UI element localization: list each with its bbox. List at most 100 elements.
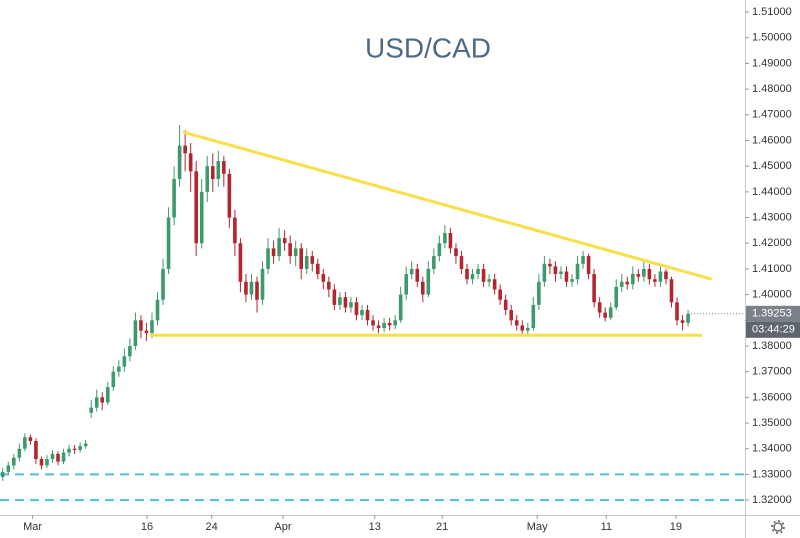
candle-body <box>675 302 679 321</box>
candle-body <box>365 310 370 321</box>
candle-body <box>0 471 5 477</box>
candle-body <box>50 453 55 460</box>
candle-body <box>188 153 193 172</box>
candle-body <box>34 441 38 460</box>
y-tick-label: 1.37000 <box>752 366 792 378</box>
candle-body <box>432 256 436 269</box>
candle-body <box>669 279 674 303</box>
candle-body <box>166 217 171 269</box>
candle-body <box>454 248 458 257</box>
x-tick-label: 19 <box>670 521 682 533</box>
candle-body <box>443 232 447 244</box>
price-box <box>746 305 800 322</box>
candle-body <box>614 286 619 308</box>
candle-body <box>6 465 11 472</box>
candle-body <box>23 437 27 449</box>
y-tick-label: 1.35000 <box>752 417 792 429</box>
candle-body <box>128 345 132 357</box>
candle-body <box>56 453 60 462</box>
candle-body <box>498 289 502 300</box>
candle-body <box>575 263 580 280</box>
x-tick-label: 24 <box>206 521 218 533</box>
candle-body <box>647 268 652 280</box>
candle-body <box>426 268 431 295</box>
candle-body <box>222 161 226 174</box>
candle-body <box>227 173 232 218</box>
candle-body <box>172 179 176 218</box>
y-tick-label: 1.40000 <box>752 289 792 301</box>
trend-line <box>182 130 713 281</box>
x-tick-label: 13 <box>369 521 381 533</box>
candle-body <box>625 281 630 285</box>
candle-body <box>199 191 204 244</box>
candle-body <box>332 289 337 305</box>
candle-body <box>39 459 44 466</box>
candle-body <box>570 279 574 282</box>
y-tick-label: 1.47000 <box>752 109 792 121</box>
candle-body <box>183 145 187 154</box>
candle-body <box>415 268 420 282</box>
candle-body <box>233 217 237 244</box>
candle-body <box>327 281 331 290</box>
y-tick-label: 1.34000 <box>752 443 792 455</box>
candle-body <box>177 145 182 180</box>
plot-area <box>0 125 745 502</box>
y-tick-label: 1.38000 <box>752 340 792 352</box>
candle-body <box>437 243 442 257</box>
y-tick-label: 1.33000 <box>752 468 792 480</box>
settings-gear[interactable] <box>773 522 783 532</box>
candle-body <box>509 310 514 321</box>
candle-body <box>382 322 386 329</box>
x-tick-label: Apr <box>274 521 291 533</box>
candle-body <box>94 397 99 408</box>
y-tick-label: 1.44000 <box>752 186 792 198</box>
settings-icon[interactable] <box>771 520 785 534</box>
y-tick-label: 1.46000 <box>752 134 792 146</box>
candle-body <box>658 271 663 282</box>
candle-body <box>586 256 591 275</box>
candle-body <box>608 307 613 318</box>
candle-body <box>349 302 353 308</box>
candle-body <box>636 274 641 277</box>
candle-body <box>631 274 635 285</box>
candle-body <box>238 243 243 282</box>
candle-body <box>133 320 138 346</box>
y-tick-label: 1.45000 <box>752 160 792 172</box>
candle-body <box>404 274 409 295</box>
candle-body <box>310 256 315 264</box>
candle-body <box>653 279 657 282</box>
candle-body <box>470 274 475 280</box>
candle-body <box>597 302 602 313</box>
candle-body <box>260 268 265 300</box>
countdown-label: 03:44:29 <box>752 324 795 336</box>
candle-body <box>67 448 71 453</box>
countdown-box <box>746 321 800 338</box>
candle-body <box>354 302 359 316</box>
candle-body <box>293 248 298 257</box>
candle-body <box>144 330 149 334</box>
candle-body <box>155 299 160 321</box>
candle-body <box>122 356 127 367</box>
candle-body <box>61 452 66 462</box>
candle-body <box>304 256 309 269</box>
candle-body <box>619 281 624 287</box>
candle-body <box>360 310 364 316</box>
candle-body <box>492 279 497 290</box>
candle-body <box>680 320 685 323</box>
candle-body <box>216 161 221 180</box>
x-tick-label: Mar <box>23 521 42 533</box>
candle-body <box>299 248 304 269</box>
candle-body <box>72 448 77 451</box>
settings-teeth[interactable] <box>771 520 785 534</box>
candle-body <box>194 171 198 244</box>
candle-body <box>100 397 105 403</box>
y-tick-label: 1.41000 <box>752 263 792 275</box>
candle-body <box>420 281 425 295</box>
candle-body <box>255 281 259 300</box>
candle-body <box>376 325 381 329</box>
candle-body <box>531 304 536 329</box>
candle-body <box>266 248 270 269</box>
x-tick-label: 11 <box>601 521 612 533</box>
candle-body <box>83 443 88 447</box>
